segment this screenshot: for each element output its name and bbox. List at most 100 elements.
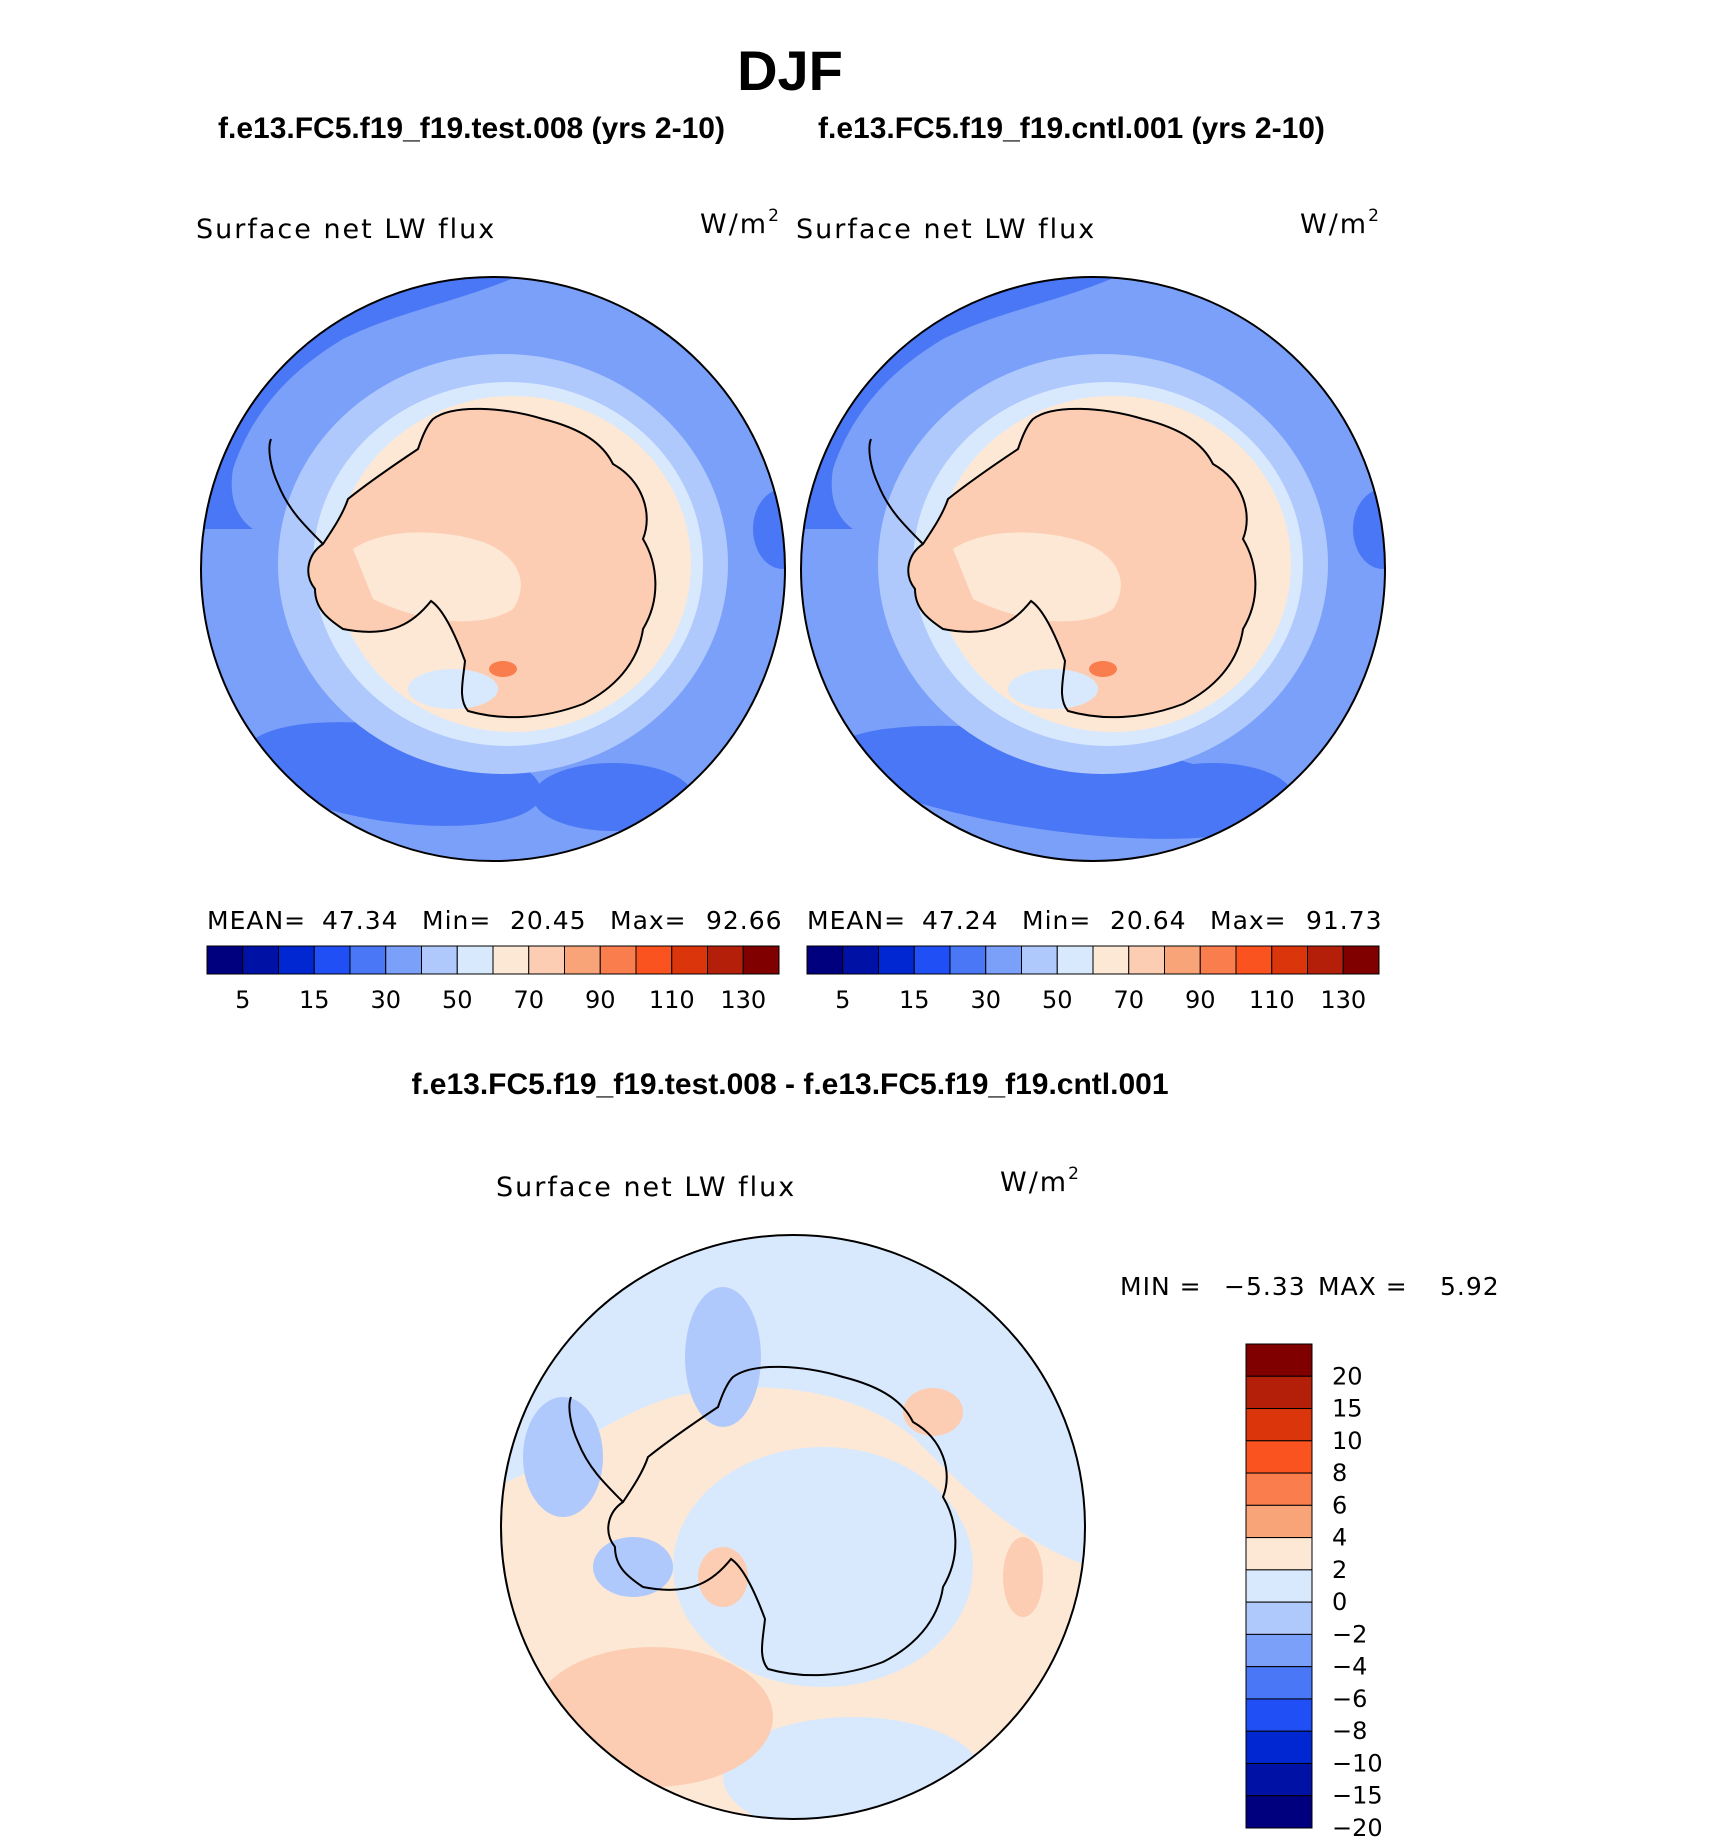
- colorbar-tick-label: −8: [1332, 1717, 1367, 1745]
- colorbar-box: [242, 945, 279, 975]
- colorbar-box: [1342, 945, 1380, 975]
- map-fill: [501, 1235, 1085, 1819]
- colorbar-box: [385, 945, 422, 975]
- colorbar-tick-label: 70: [513, 986, 544, 1014]
- colorbar-box: [1245, 1537, 1313, 1571]
- colorbar-tick-label: 70: [1113, 986, 1144, 1014]
- panel2-variable-label: Surface net LW flux: [796, 214, 1097, 245]
- colorbar-tick-label: 130: [720, 986, 766, 1014]
- test-case-title: f.e13.FC5.f19_f19.test.008 (yrs 2-10): [218, 112, 725, 145]
- colorbar-box: [707, 945, 744, 975]
- panel1-mean-value: 47.34: [322, 906, 399, 935]
- colorbar-tick-label: 5: [235, 986, 250, 1014]
- colorbar-tick-label: 30: [970, 986, 1001, 1014]
- colorbar-tick-label: 110: [649, 986, 695, 1014]
- panel1-max-label: Max=: [610, 906, 687, 935]
- diff-max-value: 5.92: [1440, 1272, 1500, 1301]
- colorbar-box: [842, 945, 879, 975]
- colorbar-box: [564, 945, 601, 975]
- colorbar-box: [1021, 945, 1058, 975]
- difference-polar-map: [500, 1234, 1086, 1820]
- colorbar-tick-label: −10: [1332, 1749, 1383, 1777]
- colorbar-box: [878, 945, 915, 975]
- colorbar-box: [913, 945, 951, 975]
- panel2-units: W/m2: [1300, 206, 1381, 240]
- colorbar-box: [671, 945, 708, 975]
- map-border: [800, 276, 1386, 862]
- panel2-colorbar: 5 15 30 50 70 90 110 130: [806, 945, 1380, 1014]
- diff-variable-label: Surface net LW flux: [496, 1172, 797, 1203]
- colorbar-box: [1245, 1440, 1313, 1474]
- colorbar-box: [1245, 1375, 1313, 1410]
- diff-max-label: MAX =: [1318, 1272, 1408, 1301]
- panel1-min-value: 20.45: [510, 906, 587, 935]
- colorbar-box: [1235, 945, 1273, 975]
- colorbar-tick-label: 15: [1332, 1395, 1363, 1423]
- colorbar-tick-label: 2: [1332, 1556, 1347, 1584]
- colorbar-box: [456, 945, 494, 975]
- colorbar-tick-label: 50: [442, 986, 473, 1014]
- panel1-colorbar: 5 15 30 50 70 90 110 130: [206, 945, 780, 1014]
- colorbar-tick-label: −20: [1332, 1814, 1383, 1840]
- map-border: [500, 1234, 1086, 1820]
- colorbar-tick-label: 30: [370, 986, 401, 1014]
- colorbar-box: [1245, 1762, 1313, 1797]
- colorbar-tick-label: 0: [1332, 1588, 1347, 1616]
- panel1-mean-label: MEAN=: [207, 906, 307, 935]
- colorbar-box: [1245, 1504, 1313, 1539]
- colorbar-box: [1245, 1472, 1313, 1506]
- cntl-case-title: f.e13.FC5.f19_f19.cntl.001 (yrs 2-10): [818, 112, 1325, 145]
- colorbar-tick-label: −6: [1332, 1685, 1367, 1713]
- panel2-min-value: 20.64: [1110, 906, 1187, 935]
- colorbar-box: [1128, 945, 1165, 975]
- colorbar-tick-label: 110: [1249, 986, 1295, 1014]
- colorbar-tick-label: 15: [899, 986, 930, 1014]
- panel2-mean-label: MEAN=: [807, 906, 907, 935]
- difference-title: f.e13.FC5.f19_f19.test.008 - f.e13.FC5.f…: [411, 1068, 1169, 1101]
- panel2-max-value: 91.73: [1306, 906, 1383, 935]
- panel2-min-label: Min=: [1022, 906, 1092, 935]
- diff-min-label: MIN =: [1120, 1272, 1202, 1301]
- colorbar-box: [206, 945, 244, 975]
- colorbar-tick-label: 4: [1332, 1524, 1347, 1552]
- coastline: [907, 407, 1257, 719]
- colorbar-tick-label: −15: [1332, 1782, 1383, 1810]
- colorbar-box: [806, 945, 844, 975]
- colorbar-box: [492, 945, 530, 975]
- colorbar-box: [421, 945, 458, 975]
- cntl-polar-map: [800, 276, 1386, 862]
- colorbar-tick-label: −4: [1332, 1653, 1367, 1681]
- map-fill: [801, 277, 1385, 861]
- panel1-min-label: Min=: [422, 906, 492, 935]
- colorbar-tick-label: 5: [835, 986, 850, 1014]
- colorbar-box: [1245, 1601, 1313, 1635]
- colorbar-tick-label: 10: [1332, 1427, 1363, 1455]
- colorbar-box: [1245, 1795, 1313, 1829]
- coastline: [607, 1365, 957, 1677]
- panel1-variable-label: Surface net LW flux: [196, 214, 497, 245]
- colorbar-box: [349, 945, 387, 975]
- colorbar-box: [1245, 1569, 1313, 1603]
- colorbar-box: [278, 945, 315, 975]
- colorbar-box: [1164, 945, 1201, 975]
- colorbar-box: [1245, 1343, 1313, 1377]
- colorbar-tick-label: 8: [1332, 1459, 1347, 1487]
- colorbar-tick-label: 15: [299, 986, 330, 1014]
- diff-units: W/m2: [1000, 1164, 1081, 1198]
- colorbar-box: [742, 945, 780, 975]
- colorbar-box: [1245, 1698, 1313, 1732]
- colorbar-box: [1307, 945, 1344, 975]
- panel1-units: W/m2: [700, 206, 781, 240]
- colorbar-box: [599, 945, 637, 975]
- peninsula-coastline: [568, 1396, 624, 1503]
- colorbar-tick-label: 50: [1042, 986, 1073, 1014]
- colorbar-box: [1245, 1408, 1313, 1442]
- map-border: [200, 276, 786, 862]
- map-fill: [201, 277, 785, 861]
- colorbar-box: [1056, 945, 1094, 975]
- colorbar-box: [1245, 1730, 1313, 1764]
- colorbar-box: [1245, 1666, 1313, 1700]
- colorbar-box: [313, 945, 351, 975]
- colorbar-tick-label: 90: [585, 986, 616, 1014]
- panel1-max-value: 92.66: [706, 906, 783, 935]
